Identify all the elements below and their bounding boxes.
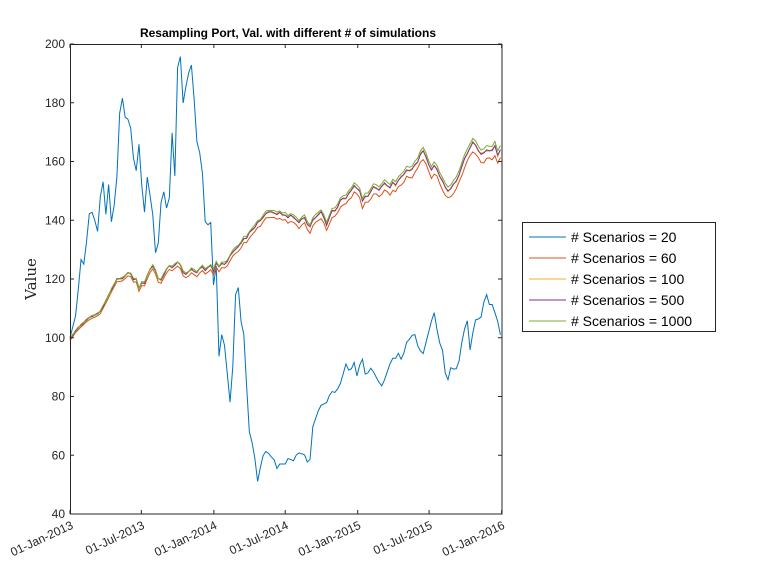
- series-line-1: [69, 56, 501, 482]
- x-tick-label: 01-Jul-2013: [83, 518, 147, 558]
- y-tick-label: 60: [52, 448, 66, 462]
- legend-label-3: # Scenarios = 100: [571, 271, 684, 287]
- y-tick-label: 200: [45, 37, 65, 51]
- x-tick-label: 01-Jan-2014: [152, 518, 219, 559]
- legend-label-4: # Scenarios = 500: [571, 292, 684, 308]
- y-tick-label: 80: [52, 390, 66, 404]
- legend: # Scenarios = 20 # Scenarios = 60 # Scenar…: [522, 222, 716, 332]
- series-line-5: [69, 137, 501, 339]
- y-tick-label: 140: [45, 213, 65, 227]
- y-tick-label: 160: [45, 155, 65, 169]
- x-tick-label: 01-Jul-2015: [371, 518, 435, 558]
- x-tick-label: 01-Jan-2013: [8, 518, 75, 559]
- series-line-2: [69, 151, 501, 341]
- legend-label-1: # Scenarios = 20: [571, 229, 677, 245]
- y-tick-label: 40: [52, 507, 66, 521]
- legend-label-5: # Scenarios = 1000: [571, 313, 692, 329]
- legend-label-2: # Scenarios = 60: [571, 250, 677, 266]
- y-tick-label: 120: [45, 272, 65, 286]
- y-axis-label: Value: [22, 258, 40, 301]
- chart-title: Resampling Port, Val. with different # o…: [140, 26, 436, 40]
- legend-box: [522, 222, 716, 332]
- y-axis: 40 60 80 100 120 140 160 180 200: [45, 37, 502, 521]
- plot-area: [70, 44, 502, 514]
- x-tick-label: 01-Jan-2016: [440, 518, 507, 559]
- series-lines: [69, 56, 501, 482]
- series-line-4: [69, 141, 501, 340]
- x-tick-label: 01-Jan-2015: [296, 518, 363, 559]
- y-tick-label: 100: [45, 331, 65, 345]
- y-tick-label: 180: [45, 96, 65, 110]
- x-tick-label: 01-Jul-2014: [227, 518, 291, 558]
